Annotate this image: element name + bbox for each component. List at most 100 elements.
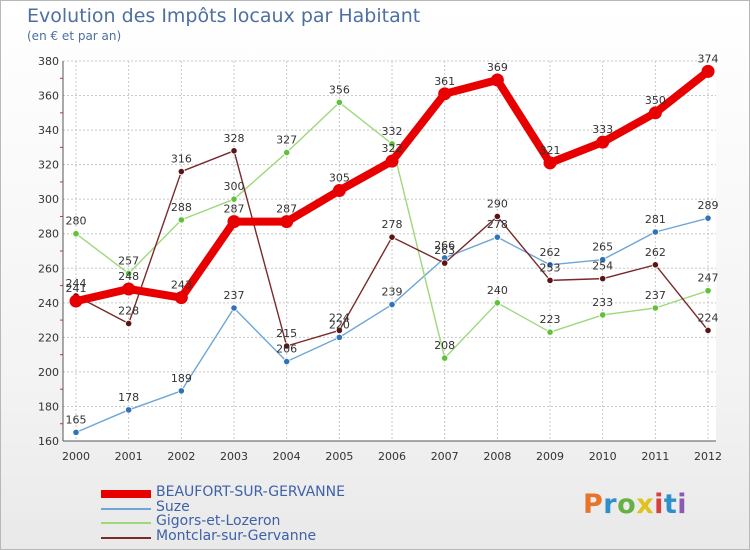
data-point — [177, 167, 185, 176]
data-label: 254 — [592, 260, 613, 273]
data-point — [546, 328, 554, 336]
data-point — [332, 184, 346, 198]
plot-area — [63, 61, 716, 441]
data-point — [230, 304, 238, 312]
x-tick-label: 2007 — [431, 450, 459, 463]
legend-swatch — [101, 536, 151, 539]
x-tick-label: 2006 — [378, 450, 406, 463]
data-point — [388, 140, 396, 148]
data-label: 240 — [487, 284, 508, 297]
data-point — [441, 354, 449, 362]
data-point — [125, 406, 133, 414]
data-point — [69, 294, 83, 308]
data-label: 244 — [66, 277, 87, 290]
legend-swatch — [101, 507, 151, 510]
y-tick-label: 320 — [38, 159, 59, 172]
data-label: 224 — [698, 311, 719, 324]
data-point — [651, 228, 659, 236]
data-point — [125, 269, 133, 278]
x-tick-label: 2011 — [641, 450, 669, 463]
data-label: 224 — [329, 311, 350, 324]
data-label: 215 — [276, 327, 297, 340]
legend-label: Gigors-et-Lozeron — [156, 513, 281, 529]
data-point — [493, 212, 501, 221]
data-point — [72, 230, 80, 238]
data-point — [174, 291, 188, 305]
data-label: 247 — [698, 272, 719, 285]
data-point — [546, 261, 554, 269]
data-point — [280, 215, 294, 229]
data-label: 327 — [276, 134, 297, 147]
data-label: 220 — [329, 318, 350, 331]
legend-label: Suze — [156, 498, 190, 515]
data-point — [438, 87, 452, 101]
legend-label: BEAUFORT-SUR-GERVANNE — [156, 484, 345, 500]
data-label-layer: 241 248 243 287 287 305 322 361 369 321 333 350 374 1… — [66, 52, 719, 426]
data-point — [72, 428, 80, 436]
logo-letter: o — [617, 489, 637, 520]
logo-letter: x — [636, 489, 655, 520]
chart-title: Evolution des Impôts locaux par Habitant — [27, 5, 421, 27]
data-point — [490, 73, 504, 87]
data-point — [335, 98, 343, 107]
data-label: 281 — [645, 213, 666, 226]
x-tick-label: 2000 — [62, 450, 90, 463]
data-label: 165 — [66, 413, 87, 426]
data-label: 278 — [382, 218, 403, 231]
data-label: 288 — [171, 201, 192, 214]
logo-letter: i — [677, 489, 688, 520]
data-point — [283, 342, 291, 350]
data-point — [704, 214, 712, 222]
data-label: 332 — [382, 125, 403, 138]
legend-swatch — [101, 522, 151, 525]
y-tick-label: 240 — [38, 297, 59, 310]
data-point — [596, 135, 610, 149]
data-label: 257 — [118, 254, 139, 267]
data-label: 237 — [224, 289, 245, 302]
y-tick-label: 360 — [38, 90, 59, 103]
data-label: 316 — [171, 153, 192, 166]
data-point — [493, 299, 501, 307]
data-label: 305 — [329, 172, 350, 185]
data-point — [227, 215, 241, 229]
y-tick-label: 160 — [38, 435, 59, 448]
data-label: 300 — [224, 180, 245, 193]
data-label: 237 — [645, 289, 666, 302]
data-point — [388, 233, 396, 241]
x-tick-label: 2010 — [589, 450, 617, 463]
data-point — [283, 148, 291, 157]
data-point — [543, 156, 557, 170]
data-label: 262 — [645, 246, 666, 259]
data-label: 208 — [434, 339, 455, 352]
data-point — [177, 216, 185, 224]
data-label: 278 — [487, 218, 508, 231]
data-label: 228 — [118, 305, 139, 318]
x-tick-label: 2001 — [115, 450, 143, 463]
data-point — [122, 282, 136, 296]
y-tick-label: 200 — [38, 366, 59, 379]
data-label: 241 — [66, 282, 87, 295]
data-point — [335, 333, 343, 341]
data-label: 322 — [382, 142, 403, 155]
data-point — [648, 106, 662, 120]
data-label: 328 — [224, 132, 245, 145]
data-point — [385, 154, 399, 168]
data-point — [599, 275, 607, 283]
data-point — [283, 357, 291, 366]
data-point — [388, 300, 396, 309]
data-label: 206 — [276, 343, 297, 356]
chart-subtitle: (en € et par an) — [27, 29, 122, 43]
data-label: 253 — [540, 261, 561, 274]
data-label: 189 — [171, 372, 192, 385]
data-point — [493, 233, 501, 241]
data-label: 280 — [66, 215, 87, 228]
y-tick-label: 260 — [38, 262, 59, 275]
data-point — [651, 304, 659, 312]
data-label: 262 — [540, 246, 561, 259]
data-point — [701, 64, 715, 78]
data-point — [651, 261, 659, 269]
y-tick-label: 180 — [38, 400, 59, 413]
data-point — [704, 326, 712, 335]
data-label: 248 — [118, 270, 139, 283]
